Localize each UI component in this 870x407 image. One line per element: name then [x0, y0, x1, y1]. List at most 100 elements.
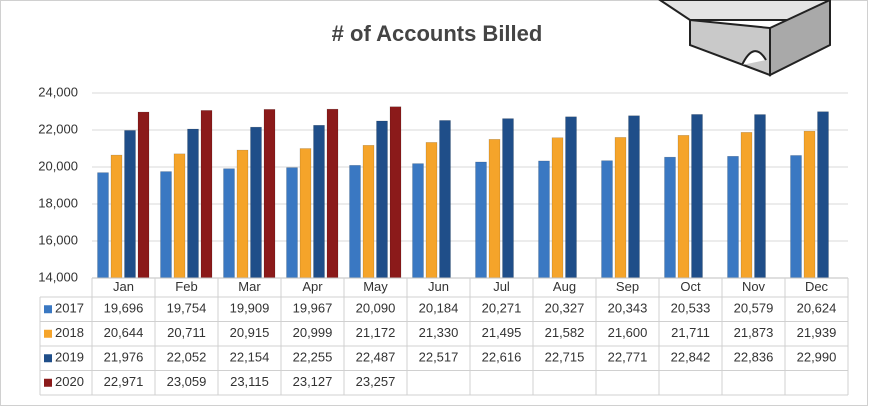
table-cell: 22,771	[608, 350, 648, 365]
bar	[286, 167, 298, 279]
bar	[362, 145, 375, 279]
y-tick-label: 24,000	[38, 84, 78, 99]
table-cell: 22,487	[356, 350, 396, 365]
bar	[628, 115, 640, 279]
table-cell: 21,976	[104, 350, 144, 365]
bar	[601, 160, 613, 279]
bar	[551, 137, 564, 279]
table-cell: 20,624	[797, 301, 837, 316]
bar	[790, 155, 802, 279]
table-cell: 22,255	[293, 350, 333, 365]
y-tick-label: 22,000	[38, 121, 78, 136]
table-cell: 21,600	[608, 325, 648, 340]
table-cell: 21,330	[419, 325, 459, 340]
table-cell: 20,533	[671, 301, 711, 316]
bar	[389, 106, 402, 279]
bar	[200, 110, 213, 279]
table-cell: 22,517	[419, 350, 459, 365]
bar	[475, 161, 487, 279]
table-cell: 19,696	[104, 301, 144, 316]
bar	[124, 130, 136, 279]
bar	[223, 168, 235, 279]
table-cell: 21,495	[482, 325, 522, 340]
bar	[664, 156, 676, 279]
table-cell: 20,327	[545, 301, 585, 316]
bar	[137, 111, 150, 279]
table-cell: 23,257	[356, 374, 396, 389]
bar	[439, 120, 451, 279]
bar	[236, 149, 249, 279]
table-cell: 23,127	[293, 374, 333, 389]
table-cell: 19,909	[230, 301, 270, 316]
table-cell: 20,915	[230, 325, 270, 340]
bar	[349, 165, 361, 279]
table-cell: 21,711	[671, 325, 710, 340]
x-tick-label: Aug	[553, 279, 576, 294]
legend-label: 2018	[55, 325, 84, 340]
x-tick-label: Apr	[302, 279, 323, 294]
table-cell: 22,971	[104, 374, 144, 389]
x-tick-label: Oct	[680, 279, 701, 294]
table-cell: 20,271	[482, 301, 522, 316]
legend-swatch	[44, 305, 52, 314]
bar	[502, 118, 514, 279]
x-tick-label: Sep	[616, 279, 639, 294]
bar	[691, 114, 703, 279]
x-tick-label: Nov	[742, 279, 766, 294]
bar	[488, 139, 501, 279]
bar	[425, 142, 438, 279]
table-cell: 21,939	[797, 325, 837, 340]
table-cell: 20,090	[356, 301, 396, 316]
table-cell: 20,343	[608, 301, 648, 316]
x-tick-label: May	[363, 279, 388, 294]
table-cell: 20,644	[104, 325, 144, 340]
table-cell: 20,184	[419, 301, 459, 316]
bar	[97, 172, 109, 279]
y-tick-label: 20,000	[38, 158, 78, 173]
bar	[110, 154, 123, 279]
x-tick-label: Dec	[805, 279, 829, 294]
legend-swatch	[44, 329, 52, 338]
legend-label: 2020	[55, 374, 84, 389]
bar	[803, 130, 816, 279]
table-cell: 21,873	[734, 325, 774, 340]
table-cell: 19,967	[293, 301, 333, 316]
bar	[299, 148, 312, 279]
legend-swatch	[44, 378, 52, 387]
table-cell: 19,754	[167, 301, 207, 316]
table-cell: 22,616	[482, 350, 522, 365]
bar	[187, 128, 199, 279]
bar	[263, 109, 276, 279]
table-cell: 21,582	[545, 325, 585, 340]
bar	[412, 163, 424, 279]
legend-label: 2019	[55, 350, 84, 365]
table-cell: 22,052	[167, 350, 207, 365]
bar	[250, 126, 262, 279]
table-cell: 20,579	[734, 301, 774, 316]
table-cell: 22,836	[734, 350, 774, 365]
box-icon	[658, 0, 831, 77]
chart-title: # of Accounts Billed	[332, 21, 543, 46]
bar	[565, 116, 577, 279]
bar	[727, 156, 739, 279]
table-cell: 20,999	[293, 325, 333, 340]
x-tick-label: Jul	[493, 279, 510, 294]
bar	[313, 125, 325, 279]
bar	[614, 137, 627, 279]
bar	[538, 160, 550, 279]
x-tick-label: Feb	[175, 279, 197, 294]
bar	[173, 153, 186, 279]
table-cell: 20,711	[167, 325, 206, 340]
bar	[817, 111, 829, 279]
x-tick-label: Jun	[428, 279, 449, 294]
table-cell: 21,172	[356, 325, 396, 340]
table-cell: 23,115	[230, 374, 269, 389]
table-cell: 22,715	[545, 350, 585, 365]
bar	[160, 171, 172, 279]
table-cell: 22,990	[797, 350, 837, 365]
bar	[754, 114, 766, 279]
bar	[326, 108, 339, 279]
table-cell: 23,059	[167, 374, 207, 389]
y-tick-label: 18,000	[38, 195, 78, 210]
